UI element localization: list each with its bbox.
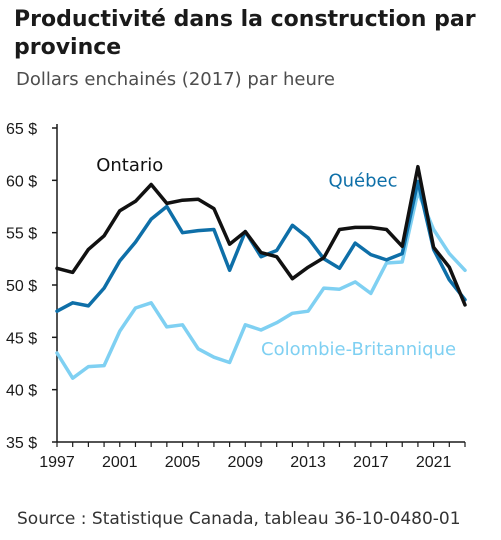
chart-title: Productivité dans la construction par pr…	[14, 7, 476, 60]
series-line-qu-bec	[55, 179, 467, 313]
series-line-ontario	[55, 164, 467, 307]
series-label: Québec	[328, 171, 397, 192]
y-tick-label: 55 $	[6, 226, 37, 243]
x-tick-label: 2009	[228, 454, 264, 471]
y-tick-label: 45 $	[6, 330, 37, 347]
y-tick-label: 40 $	[6, 383, 37, 400]
x-tick-label: 2021	[416, 454, 452, 471]
x-tick-label: 1997	[39, 454, 75, 471]
x-tick-label: 2005	[165, 454, 201, 471]
x-tick-label: 2017	[353, 454, 389, 471]
series-label: Ontario	[96, 155, 163, 176]
chart-subtitle: Dollars enchainés (2017) par heure	[16, 69, 335, 90]
series-line-colombie-britannique	[55, 190, 467, 380]
source-note: Source : Statistique Canada, tableau 36-…	[17, 509, 461, 529]
y-tick-label: 35 $	[6, 435, 37, 452]
y-tick-label: 60 $	[6, 173, 37, 190]
y-tick-label: 65 $	[6, 121, 37, 138]
x-tick-label: 2001	[102, 454, 138, 471]
series-label: Colombie-Britannique	[261, 339, 456, 360]
x-tick-label: 2013	[290, 454, 326, 471]
y-tick-label: 50 $	[6, 278, 37, 295]
